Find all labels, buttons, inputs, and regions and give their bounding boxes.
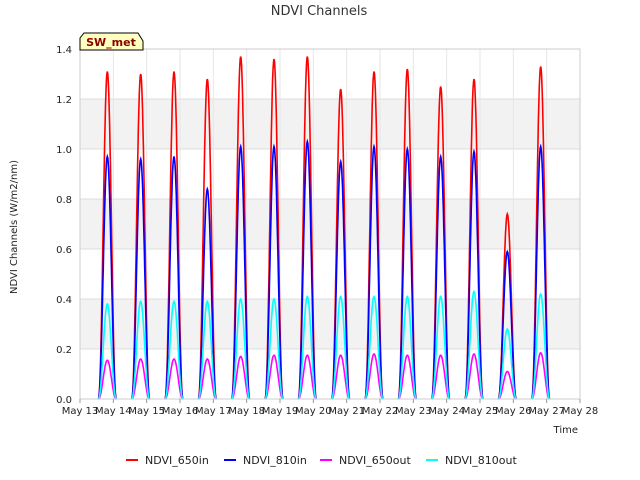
- y-tick-label: 0.6: [56, 245, 72, 256]
- x-tick-label: May 27: [528, 406, 565, 417]
- badge-box: [79, 32, 144, 51]
- legend-label: NDVI_810in: [243, 454, 307, 467]
- y-axis-title: NDVI Channels (W/m2/nm): [9, 160, 20, 294]
- legend: NDVI_650in NDVI_810in NDVI_650out NDVI_810o…: [126, 454, 517, 467]
- y-tick-label: 0.8: [56, 195, 72, 206]
- x-axis-title: Time: [553, 425, 578, 436]
- y-tick-label: 1.0: [56, 145, 72, 156]
- legend-label: NDVI_810out: [445, 454, 517, 467]
- y-tick-label: 1.4: [56, 45, 72, 56]
- x-tick-label: May 14: [95, 406, 132, 417]
- series-line-ndvi_810in: [97, 138, 551, 400]
- plot-series: [97, 56, 551, 400]
- y-tick-label: 0.2: [56, 345, 72, 356]
- chart-title: NDVI Channels: [271, 4, 368, 19]
- y-axis-ticks: 0.0 0.2 0.4 0.6 0.8 1.0 1.2 1.4: [56, 45, 72, 406]
- x-tick-label: May 25: [462, 406, 499, 417]
- x-tick-label: May 26: [495, 406, 532, 417]
- x-tick-label: May 21: [328, 406, 365, 417]
- sw-met-badge: SW_met: [79, 32, 144, 51]
- x-tick-label: May 19: [262, 406, 299, 417]
- x-tick-label: May 24: [428, 406, 465, 417]
- legend-label: NDVI_650in: [145, 454, 209, 467]
- series-line-ndvi_650out: [98, 351, 550, 400]
- y-tick-label: 0.0: [56, 395, 72, 406]
- x-tick-label: May 23: [395, 406, 432, 417]
- x-tick-label: May 16: [162, 406, 199, 417]
- plot-background-bands: [80, 99, 580, 349]
- x-tick-label: May 13: [62, 406, 99, 417]
- x-tick-label: May 22: [362, 406, 399, 417]
- x-tick-label: May 28: [562, 406, 599, 417]
- x-tick-label: May 18: [228, 406, 265, 417]
- background-band: [80, 99, 580, 149]
- x-tick-label: May 15: [128, 406, 165, 417]
- y-tick-label: 1.2: [56, 95, 72, 106]
- x-tick-label: May 17: [195, 406, 232, 417]
- y-tick-label: 0.4: [56, 295, 72, 306]
- background-band: [80, 299, 580, 349]
- series-line-ndvi_810out: [97, 290, 551, 400]
- legend-label: NDVI_650out: [339, 454, 411, 467]
- badge-label: SW_met: [86, 36, 136, 49]
- series-line-ndvi_650in: [97, 56, 551, 400]
- x-tick-label: May 20: [295, 406, 332, 417]
- plot-frame: [79, 48, 581, 400]
- background-band: [80, 199, 580, 249]
